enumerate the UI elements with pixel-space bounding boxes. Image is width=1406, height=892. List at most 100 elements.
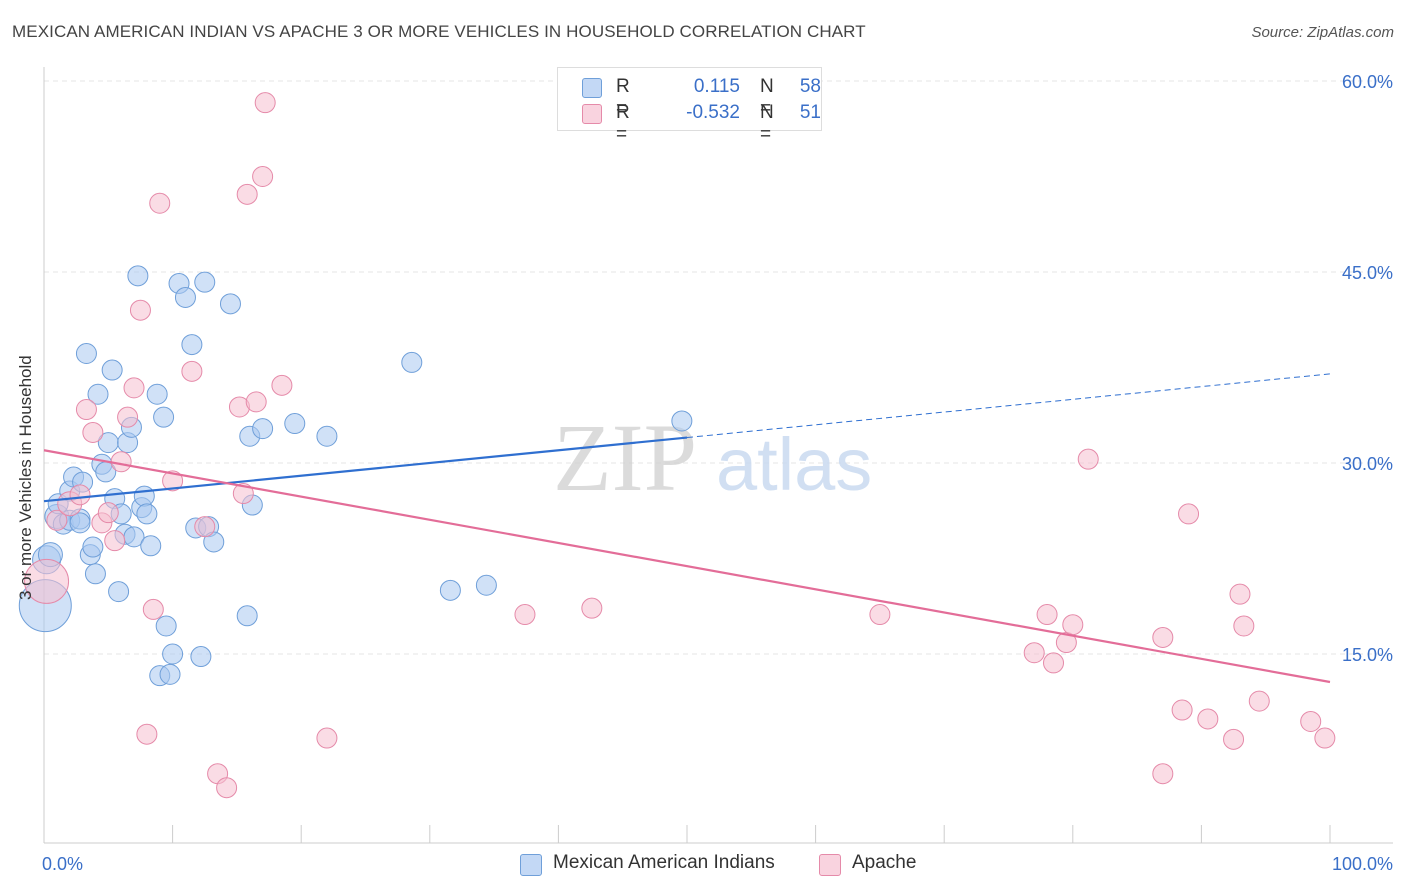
data-point <box>136 723 158 745</box>
data-point <box>140 535 162 557</box>
data-point <box>153 406 175 428</box>
data-point <box>401 351 423 373</box>
data-point <box>254 92 276 114</box>
data-point <box>232 483 254 505</box>
data-point <box>1152 626 1174 648</box>
data-point <box>1178 503 1200 525</box>
gridlines <box>44 80 1393 655</box>
data-point <box>1197 708 1219 730</box>
data-point <box>149 192 171 214</box>
data-point <box>181 334 203 356</box>
legend-series-label: Mexican American Indians <box>553 852 775 873</box>
data-point <box>117 406 139 428</box>
data-point <box>439 579 461 601</box>
data-point <box>245 391 267 413</box>
data-point <box>75 399 97 421</box>
chart-title: MEXICAN AMERICAN INDIAN VS APACHE 3 OR M… <box>12 22 866 41</box>
data-point <box>87 383 109 405</box>
data-point <box>127 265 149 287</box>
legend-r-label: R = <box>616 76 630 119</box>
y-tick-label: 15.0% <box>1342 645 1393 665</box>
data-point <box>284 413 306 435</box>
data-point <box>316 425 338 447</box>
legend-n-value: 51 <box>799 102 821 123</box>
data-point <box>1248 690 1270 712</box>
y-axis-label: 3 or more Vehicles in Household <box>16 355 35 600</box>
trend-lines <box>43 373 1331 684</box>
data-point <box>252 166 274 187</box>
data-point <box>216 777 238 799</box>
y-tick-label: 60.0% <box>1342 72 1393 92</box>
data-point <box>69 484 91 506</box>
data-point <box>181 360 203 382</box>
data-point <box>46 509 68 531</box>
data-point <box>162 643 184 665</box>
legend-swatch-blue <box>582 78 602 98</box>
data-point <box>1233 615 1255 637</box>
data-point <box>316 727 338 749</box>
legend-swatch-pink <box>819 854 841 876</box>
data-point <box>159 663 181 685</box>
data-point <box>1043 652 1065 674</box>
data-point <box>1036 604 1058 626</box>
data-point <box>1023 642 1045 664</box>
data-point <box>271 374 293 396</box>
y-tick-labels: 15.0% 30.0% 45.0% 60.0% <box>1342 72 1393 665</box>
x-tick-labels: 0.0% 100.0% <box>42 854 1393 874</box>
data-point <box>581 597 603 619</box>
data-point <box>671 410 693 432</box>
x-tick-label: 0.0% <box>42 854 83 874</box>
data-point <box>129 299 151 321</box>
trend-line-mexican-american-indians <box>43 436 688 503</box>
legend-r-value: 0.115 <box>693 76 740 97</box>
legend-n-label: N = <box>760 102 774 145</box>
series-apache <box>24 92 1336 799</box>
y-tick-label: 45.0% <box>1342 263 1393 283</box>
data-point <box>1223 728 1245 750</box>
data-point <box>236 183 258 205</box>
legend-swatch-blue <box>520 854 542 876</box>
data-point <box>101 359 123 381</box>
legend-swatch-pink <box>582 104 602 124</box>
data-point <box>1229 583 1251 605</box>
data-point <box>123 377 145 399</box>
axes <box>43 67 1393 844</box>
legend-r-label: R = <box>616 102 630 145</box>
data-point <box>236 605 258 627</box>
watermark-atlas: atlas <box>716 423 872 506</box>
data-point <box>194 516 216 538</box>
data-point <box>24 558 70 604</box>
stats-legend: R = 0.115 N = 58 R = -0.532 N = 51 <box>557 67 822 145</box>
data-point <box>110 451 132 473</box>
data-point <box>82 421 104 443</box>
data-point <box>136 503 158 525</box>
legend-series-label: Apache <box>852 852 917 873</box>
data-point <box>69 512 91 534</box>
data-point <box>252 418 274 440</box>
data-point <box>514 604 536 626</box>
x-tick-label: 100.0% <box>1332 854 1393 874</box>
trend-line-mexican-american-indians-extension <box>686 373 1331 439</box>
data-point <box>142 598 164 620</box>
data-point <box>155 615 177 637</box>
data-point <box>219 293 241 315</box>
data-point <box>174 286 196 308</box>
data-point <box>1062 614 1084 636</box>
data-point <box>162 470 184 492</box>
data-point <box>1300 710 1322 732</box>
legend-n-label: N = <box>760 76 774 119</box>
data-point <box>869 604 891 626</box>
trend-line-apache <box>43 449 1331 684</box>
data-point <box>108 581 130 603</box>
source-label: Source: ZipAtlas.com <box>1251 24 1394 41</box>
legend-r-value: -0.532 <box>686 102 740 123</box>
data-point <box>1171 699 1193 721</box>
data-point <box>133 485 155 507</box>
series-mexican-american-indians <box>18 265 693 687</box>
data-point <box>75 342 97 364</box>
data-point <box>1314 727 1336 749</box>
data-point <box>97 502 119 524</box>
data-point <box>190 646 212 668</box>
data-point <box>194 271 216 293</box>
